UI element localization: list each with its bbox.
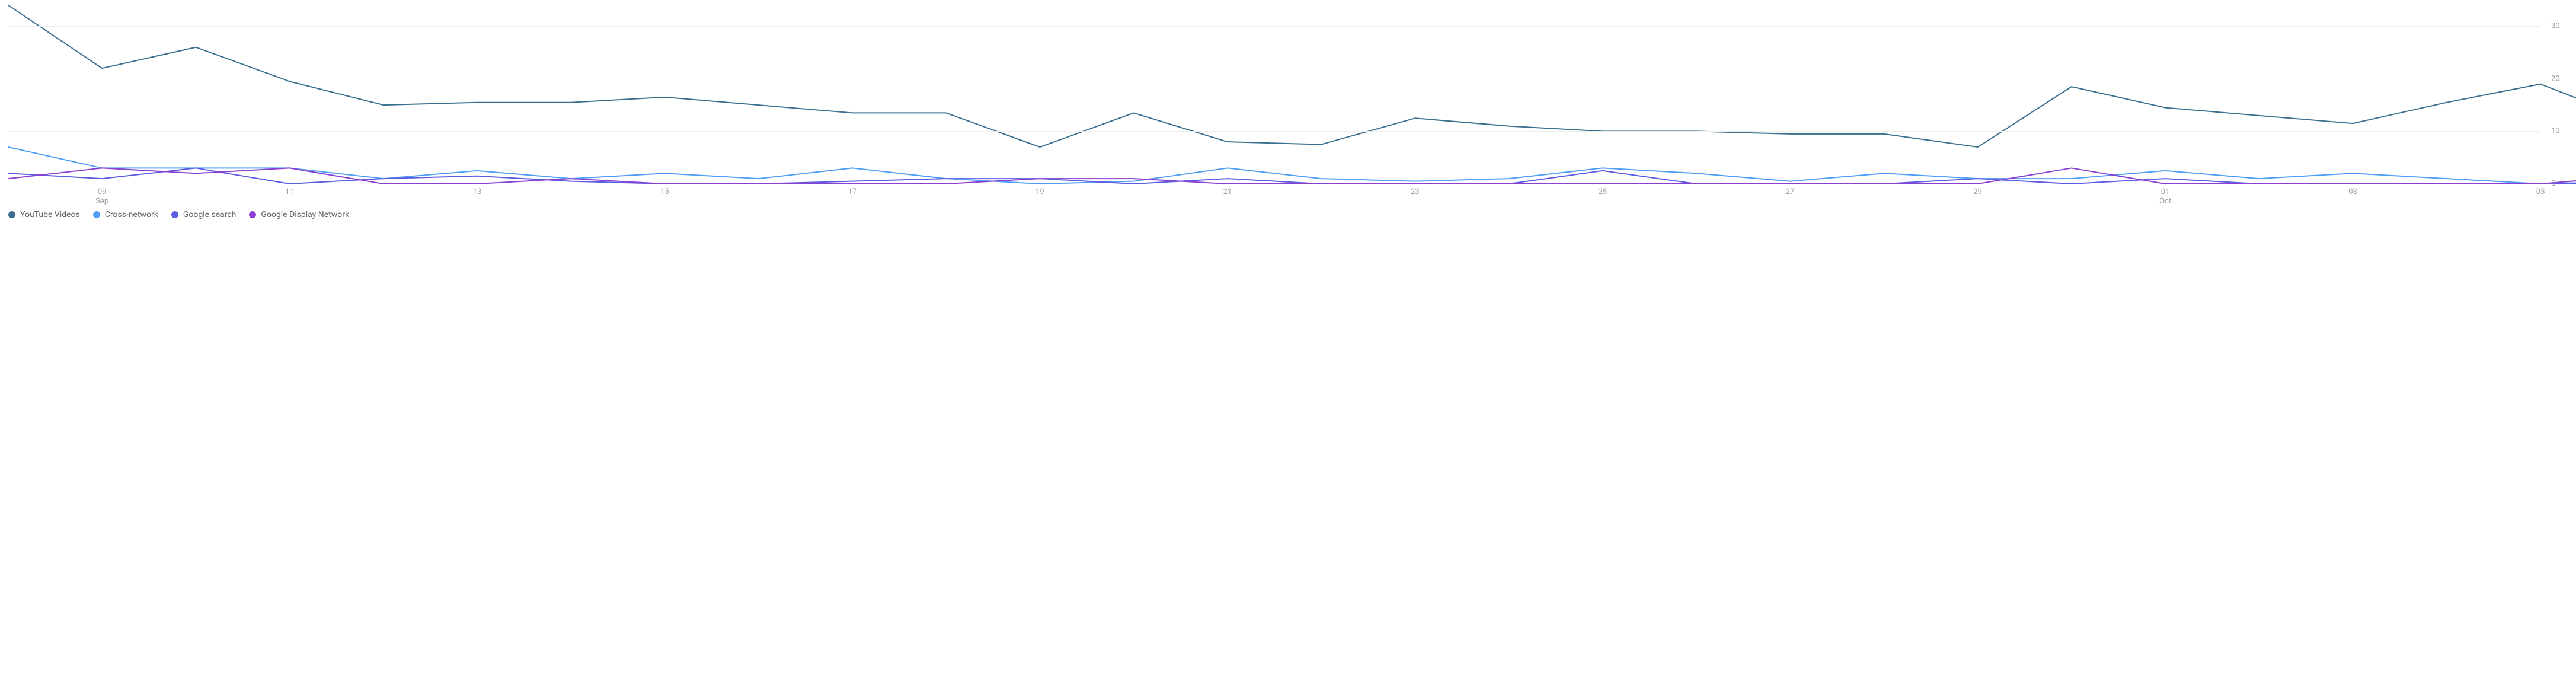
legend-label: Cross-network: [105, 210, 158, 219]
x-tick-label: 19: [1035, 187, 1044, 197]
chart-container: 0102030 09 Sep1113151719212325272901 Oct…: [0, 0, 2576, 222]
x-tick-label: 11: [285, 187, 294, 197]
y-tick-label: 30: [2551, 22, 2560, 31]
series-line: [8, 168, 2576, 184]
x-tick-label: 23: [1411, 187, 1420, 197]
x-tick-label: 17: [848, 187, 857, 197]
x-tick-label: 03: [2348, 187, 2357, 197]
legend-item[interactable]: YouTube Videos: [8, 210, 80, 219]
legend-label: Google Display Network: [261, 210, 349, 219]
line-series-layer: [8, 0, 2540, 184]
series-line: [8, 168, 2576, 184]
x-tick-label: 15: [660, 187, 669, 197]
x-tick-label: 05: [2536, 187, 2545, 197]
y-tick-label: 10: [2551, 127, 2560, 136]
legend-swatch: [93, 211, 100, 218]
x-tick-label: 09 Sep: [95, 187, 108, 207]
legend-label: Google search: [183, 210, 236, 219]
legend: YouTube Videos Cross-network Google search…: [0, 206, 2576, 222]
x-tick-label: 29: [1973, 187, 1982, 197]
gridline: [8, 26, 2540, 27]
y-tick-label: 0: [2551, 180, 2555, 189]
x-tick-label: 13: [473, 187, 482, 197]
legend-item[interactable]: Google Display Network: [249, 210, 349, 219]
x-tick-label: 25: [1598, 187, 1607, 197]
legend-swatch: [249, 211, 256, 218]
legend-item[interactable]: Google search: [171, 210, 236, 219]
plot-area: 0102030: [8, 0, 2540, 184]
x-tick-label: 01 Oct: [2159, 187, 2171, 207]
y-tick-label: 20: [2551, 74, 2560, 83]
legend-label: YouTube Videos: [20, 210, 80, 219]
x-tick-label: 21: [1223, 187, 1232, 197]
legend-swatch: [171, 211, 178, 218]
x-tick-label: 27: [1786, 187, 1795, 197]
legend-swatch: [8, 211, 15, 218]
x-axis: 09 Sep1113151719212325272901 Oct0305: [8, 184, 2540, 206]
legend-item[interactable]: Cross-network: [93, 210, 158, 219]
gridline: [8, 131, 2540, 132]
